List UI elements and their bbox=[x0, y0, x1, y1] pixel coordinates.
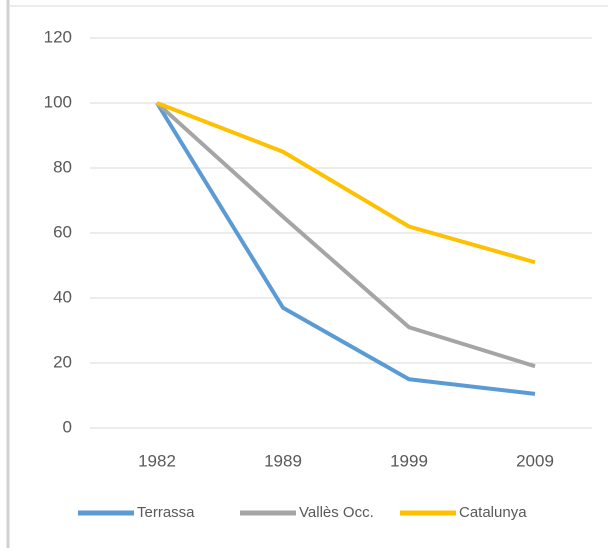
y-tick-label: 40 bbox=[53, 287, 72, 306]
x-tick-label: 2009 bbox=[516, 451, 554, 470]
y-tick-label: 20 bbox=[53, 352, 72, 371]
legend-label: Terrassa bbox=[137, 504, 195, 521]
x-tick-label: 1982 bbox=[138, 451, 176, 470]
legend: Terrassa Vallès Occ. Catalunya bbox=[78, 504, 527, 521]
y-tick-label: 60 bbox=[53, 222, 72, 241]
series-line bbox=[155, 101, 536, 369]
y-tick-label: 0 bbox=[63, 417, 72, 436]
x-tick-label: 1989 bbox=[264, 451, 302, 470]
y-tick-label: 80 bbox=[53, 157, 72, 176]
y-tick-label: 100 bbox=[44, 92, 72, 111]
series-line bbox=[156, 101, 536, 265]
x-tick-label: 1999 bbox=[390, 451, 428, 470]
y-tick-label: 120 bbox=[44, 27, 72, 46]
series-line bbox=[155, 101, 536, 396]
legend-label: Catalunya bbox=[459, 504, 527, 521]
legend-label: Vallès Occ. bbox=[299, 504, 374, 521]
